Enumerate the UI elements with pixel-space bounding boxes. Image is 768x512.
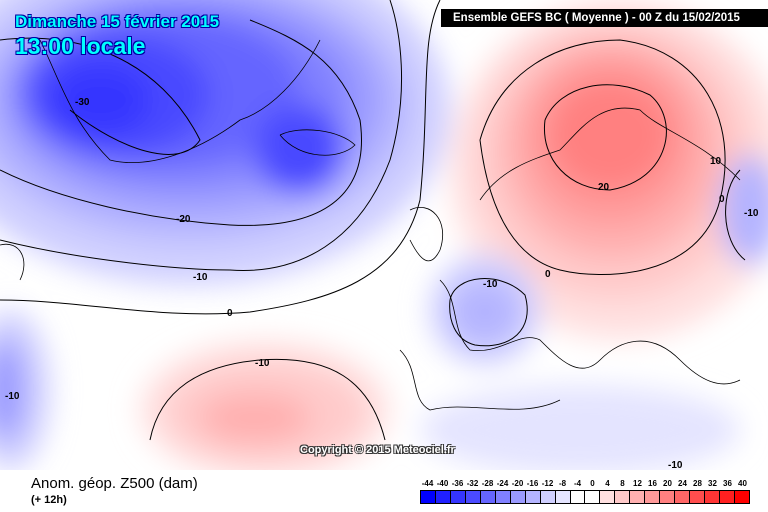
contour-label: 0 <box>719 194 725 205</box>
colorbar-label: -12 <box>541 479 554 488</box>
colorbar-swatch <box>465 491 481 503</box>
contour-label: -10 <box>255 358 270 369</box>
colorbar-swatch <box>480 491 496 503</box>
colorbar-label: 36 <box>723 479 732 488</box>
contour-label: 10 <box>710 156 722 167</box>
colorbar-label: 20 <box>663 479 672 488</box>
colorbar-swatch <box>525 491 541 503</box>
colorbar-label: 32 <box>708 479 717 488</box>
colorbar-swatch <box>600 491 616 503</box>
map-variable-title: Anom. géop. Z500 (dam) <box>31 475 198 492</box>
colorbar-swatch <box>421 491 436 503</box>
anomaly-field <box>0 0 768 470</box>
model-run-banner: Ensemble GEFS BC ( Moyenne ) - 00 Z du 1… <box>441 9 768 27</box>
contour-label: -10 <box>744 208 759 219</box>
contour-label: -10 <box>5 391 20 402</box>
colorbar-labels: -44 -40 -36 -32 -28 -24 -20 -16 -12 -8 -4 0 4 8 12 16 20… <box>420 479 750 489</box>
colorbar-swatch <box>510 491 526 503</box>
colorbar-label: -40 <box>436 479 449 488</box>
colorbar-label: -32 <box>466 479 479 488</box>
colorbar-swatch <box>450 491 466 503</box>
colorbar-label: 24 <box>678 479 687 488</box>
colorbar-label: -36 <box>451 479 464 488</box>
contour-label: -10 <box>668 460 683 470</box>
colorbar-label: -16 <box>526 479 539 488</box>
contour-label-group: -30 -20 -10 0 -10 -10 -10 0 20 10 0 -10 … <box>5 97 759 470</box>
colorbar-label: 28 <box>693 479 702 488</box>
colorbar-swatch <box>555 491 571 503</box>
colorbar-swatch <box>705 491 721 503</box>
colorbar-swatch <box>735 491 749 503</box>
coastlines <box>0 39 741 411</box>
contour-label: -30 <box>75 97 90 108</box>
copyright: Copyright © 2015 Meteociel.fr <box>300 444 455 456</box>
colorbar-label: 16 <box>648 479 657 488</box>
colorbar <box>420 490 750 504</box>
colorbar-label: 40 <box>738 479 747 488</box>
colorbar-swatch <box>585 491 601 503</box>
map-canvas: -30 -20 -10 0 -10 -10 -10 0 20 10 0 -10 … <box>0 0 768 470</box>
colorbar-label: 8 <box>620 479 625 488</box>
contour-label: -20 <box>176 214 191 225</box>
colorbar-swatch <box>495 491 511 503</box>
colorbar-swatch <box>570 491 586 503</box>
colorbar-swatch <box>630 491 646 503</box>
colorbar-swatch <box>435 491 451 503</box>
contour-label: 0 <box>227 308 233 319</box>
anomaly-map: -30 -20 -10 0 -10 -10 -10 0 20 10 0 -10 … <box>0 0 768 470</box>
colorbar-label: 4 <box>605 479 610 488</box>
colorbar-label: -44 <box>421 479 434 488</box>
colorbar-label: 12 <box>633 479 642 488</box>
map-date: Dimanche 15 février 2015 <box>15 12 220 31</box>
contour-label: -10 <box>193 272 208 283</box>
colorbar-label: -8 <box>558 479 567 488</box>
colorbar-swatch <box>645 491 661 503</box>
colorbar-label: -4 <box>573 479 582 488</box>
contour-label: 0 <box>545 269 551 280</box>
forecast-offset: (+ 12h) <box>31 494 67 506</box>
colorbar-label: -28 <box>481 479 494 488</box>
contour-lines <box>0 0 746 441</box>
colorbar-label: -20 <box>511 479 524 488</box>
colorbar-swatch <box>615 491 631 503</box>
colorbar-swatch <box>690 491 706 503</box>
colorbar-swatch <box>660 491 676 503</box>
map-time: 13:00 locale <box>15 33 146 59</box>
colorbar-swatch <box>675 491 691 503</box>
contour-label: -10 <box>483 279 498 290</box>
contour-label: 20 <box>598 182 610 193</box>
colorbar-swatch <box>720 491 736 503</box>
colorbar-label: -24 <box>496 479 509 488</box>
colorbar-swatch <box>540 491 556 503</box>
colorbar-label: 0 <box>590 479 595 488</box>
